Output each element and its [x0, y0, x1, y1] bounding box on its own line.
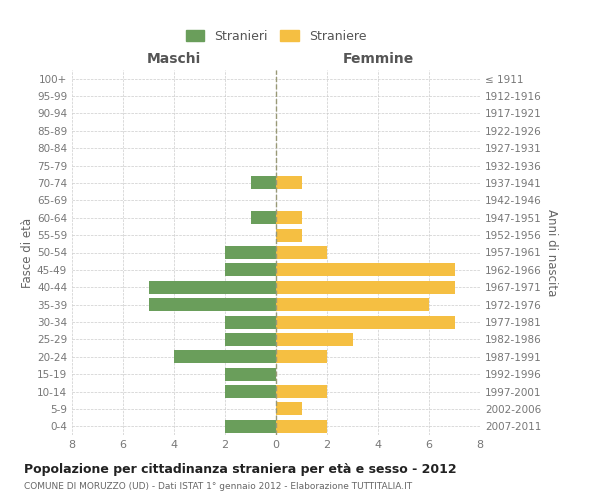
Bar: [276, 385, 327, 398]
Bar: [225, 264, 276, 276]
Bar: [276, 264, 455, 276]
Bar: [276, 246, 327, 259]
Bar: [276, 228, 302, 241]
Bar: [276, 298, 429, 311]
Y-axis label: Fasce di età: Fasce di età: [21, 218, 34, 288]
Y-axis label: Anni di nascita: Anni di nascita: [545, 209, 558, 296]
Bar: [225, 333, 276, 346]
Bar: [174, 350, 276, 364]
Bar: [251, 176, 276, 190]
Bar: [276, 350, 327, 364]
Bar: [276, 211, 302, 224]
Bar: [276, 333, 353, 346]
Bar: [149, 280, 276, 294]
Bar: [276, 420, 327, 433]
Bar: [276, 316, 455, 328]
Bar: [251, 211, 276, 224]
Bar: [276, 176, 302, 190]
Bar: [149, 298, 276, 311]
Bar: [225, 420, 276, 433]
Bar: [225, 385, 276, 398]
Bar: [276, 402, 302, 415]
Text: Femmine: Femmine: [343, 52, 413, 66]
Text: COMUNE DI MORUZZO (UD) - Dati ISTAT 1° gennaio 2012 - Elaborazione TUTTITALIA.IT: COMUNE DI MORUZZO (UD) - Dati ISTAT 1° g…: [24, 482, 412, 491]
Legend: Stranieri, Straniere: Stranieri, Straniere: [181, 25, 371, 48]
Bar: [225, 368, 276, 380]
Bar: [225, 316, 276, 328]
Bar: [276, 280, 455, 294]
Bar: [225, 246, 276, 259]
Text: Maschi: Maschi: [147, 52, 201, 66]
Text: Popolazione per cittadinanza straniera per età e sesso - 2012: Popolazione per cittadinanza straniera p…: [24, 462, 457, 475]
